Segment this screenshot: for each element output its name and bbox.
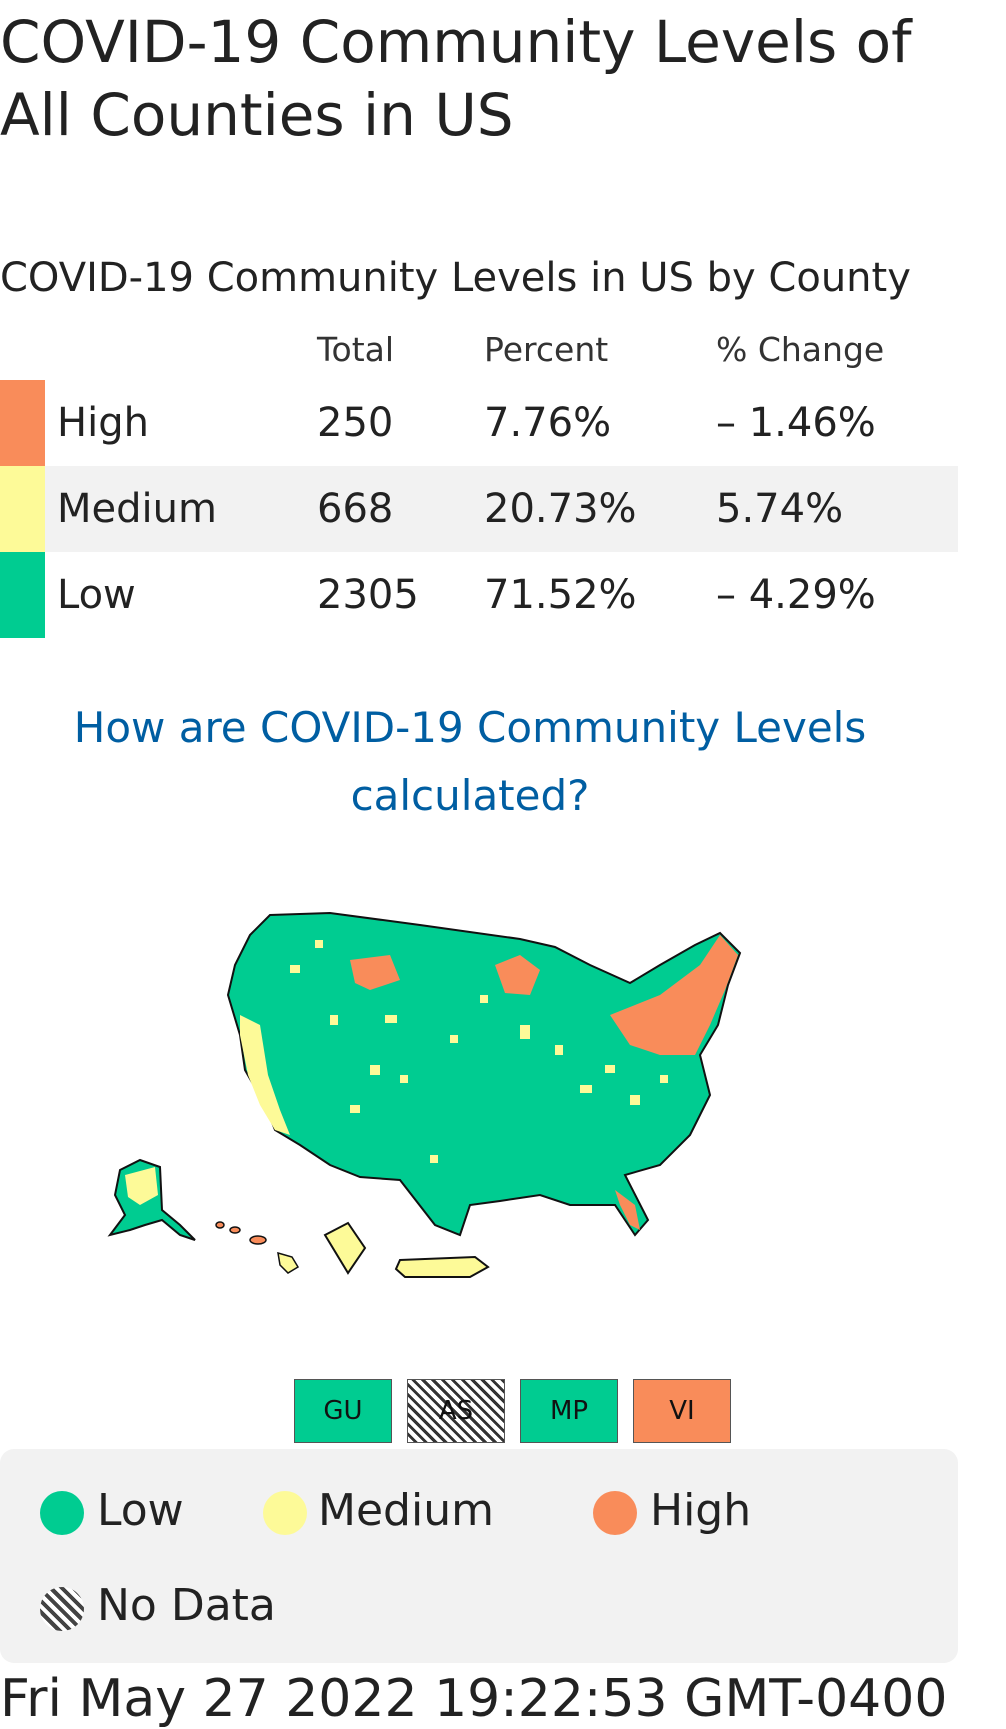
high-dot-icon: [593, 1491, 637, 1535]
row-label: Low: [57, 572, 136, 618]
midwest-high-region: [495, 955, 540, 995]
florida-high-region: [615, 1190, 640, 1230]
table-row-medium: Medium 668 20.73% 5.74%: [0, 466, 958, 552]
legend-no-data: No Data: [97, 1580, 276, 1631]
low-dot-icon: [40, 1491, 84, 1535]
territory-mp[interactable]: MP: [520, 1379, 618, 1443]
territory-gu[interactable]: GU: [294, 1379, 392, 1443]
row-total: 668: [317, 486, 394, 532]
table-row-low: Low 2305 71.52% – 4.29%: [0, 552, 958, 638]
west-coast-medium-region: [240, 1015, 290, 1135]
dc-inset-shape[interactable]: [323, 1221, 367, 1275]
row-percent: 20.73%: [484, 486, 637, 532]
how-calculated-link[interactable]: How are COVID-19 Community Levels calcul…: [73, 703, 867, 820]
page-title: COVID-19 Community Levels of All Countie…: [0, 8, 912, 149]
community-levels-table: Total Percent % Change High 250 7.76% – …: [0, 322, 958, 638]
header-percent: Percent: [484, 330, 609, 369]
row-total: 2305: [317, 572, 419, 618]
timestamp: Fri May 27 2022 19:22:53 GMT-0400: [0, 1669, 948, 1729]
table-title: COVID-19 Community Levels in US by Count…: [0, 255, 911, 301]
row-change: 5.74%: [716, 486, 844, 532]
row-label: High: [57, 400, 149, 446]
legend-high: High: [650, 1485, 752, 1536]
us-county-map[interactable]: [100, 905, 800, 1315]
territory-vi[interactable]: VI: [633, 1379, 731, 1443]
puerto-rico-shape[interactable]: [394, 1255, 490, 1278]
alaska-medium-region: [125, 1167, 158, 1205]
contiguous-us-shape[interactable]: [226, 911, 742, 1237]
row-change: – 1.46%: [716, 400, 876, 446]
medium-dot-icon: [263, 1491, 307, 1535]
table-row-high: High 250 7.76% – 1.46%: [0, 380, 958, 466]
row-percent: 7.76%: [484, 400, 612, 446]
row-percent: 71.52%: [484, 572, 637, 618]
header-total: Total: [317, 330, 395, 369]
table-header: Total Percent % Change: [0, 322, 958, 380]
hawaii-shape[interactable]: [215, 1221, 300, 1274]
northeast-high-region: [610, 935, 738, 1055]
row-total: 250: [317, 400, 394, 446]
montana-high-region: [350, 955, 400, 990]
medium-county-specks: [290, 940, 668, 1163]
no-data-dot-icon: [40, 1587, 84, 1631]
high-swatch: [0, 380, 45, 466]
row-change: – 4.29%: [716, 572, 876, 618]
header-change: % Change: [716, 330, 885, 369]
territory-as[interactable]: AS: [407, 1379, 505, 1443]
low-swatch: [0, 552, 45, 638]
legend-low: Low: [97, 1485, 184, 1536]
row-label: Medium: [57, 486, 217, 532]
medium-swatch: [0, 466, 45, 552]
map-legend: Low Medium High No Data: [0, 1449, 958, 1663]
legend-medium: Medium: [318, 1485, 494, 1536]
